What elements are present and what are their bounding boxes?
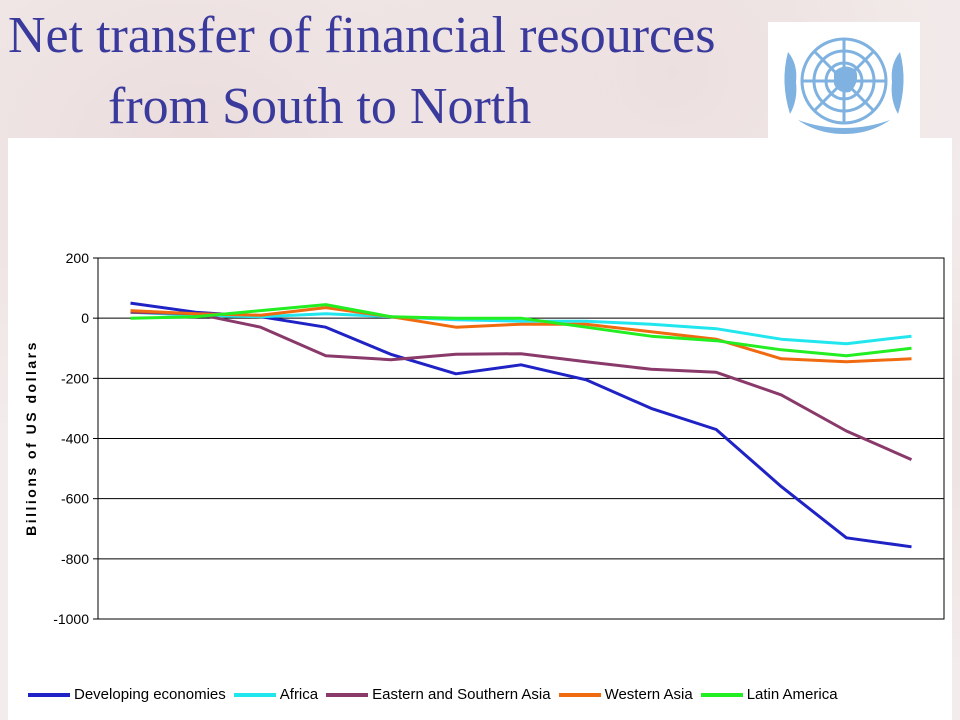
y-tick-label: 200 <box>66 250 90 266</box>
series-line-western-asia <box>130 306 912 364</box>
legend-swatch-developing <box>28 692 70 697</box>
legend-swatch-latin-america <box>700 692 743 697</box>
legend-label-africa: Africa <box>279 686 319 703</box>
title-line-1: Net transfer of financial resources <box>8 7 716 64</box>
y-tick-label: 0 <box>81 310 89 326</box>
legend-label-east-south-asia: Eastern and Southern Asia <box>372 686 551 703</box>
y-axis-title: Billions of US dollars <box>23 340 39 536</box>
series-line-latin-america <box>130 303 912 358</box>
legend-swatch-east-south-asia <box>326 692 369 697</box>
y-tick-label: -1000 <box>53 611 89 627</box>
y-tick-label: -200 <box>61 370 89 386</box>
chart-legend: Developing economies Africa Eastern and … <box>28 686 846 703</box>
y-tick-label: -600 <box>61 491 89 507</box>
series-line-eastern-and-southern-asia <box>130 310 913 461</box>
legend-label-western-asia: Western Asia <box>604 686 693 703</box>
un-emblem-icon <box>768 22 920 140</box>
chart-panel: 200 0 -200 -400 -600 -800 -1000 <box>8 138 952 720</box>
line-chart: 200 0 -200 -400 -600 -800 -1000 <box>53 250 945 627</box>
legend-swatch-western-asia <box>558 692 601 697</box>
legend-label-latin-america: Latin America <box>746 686 838 703</box>
legend-item: Latin America <box>700 686 838 703</box>
legend-item: Africa <box>233 686 319 703</box>
legend-item: Eastern and Southern Asia <box>326 686 551 703</box>
y-tick-label: -800 <box>61 551 89 567</box>
legend-swatch-africa <box>233 692 276 697</box>
y-tick-label: -400 <box>61 431 89 447</box>
legend-item: Developing economies <box>28 686 226 703</box>
title-line-2: from South to North <box>108 78 532 135</box>
legend-label-developing: Developing economies <box>74 686 226 703</box>
legend-item: Western Asia <box>558 686 693 703</box>
